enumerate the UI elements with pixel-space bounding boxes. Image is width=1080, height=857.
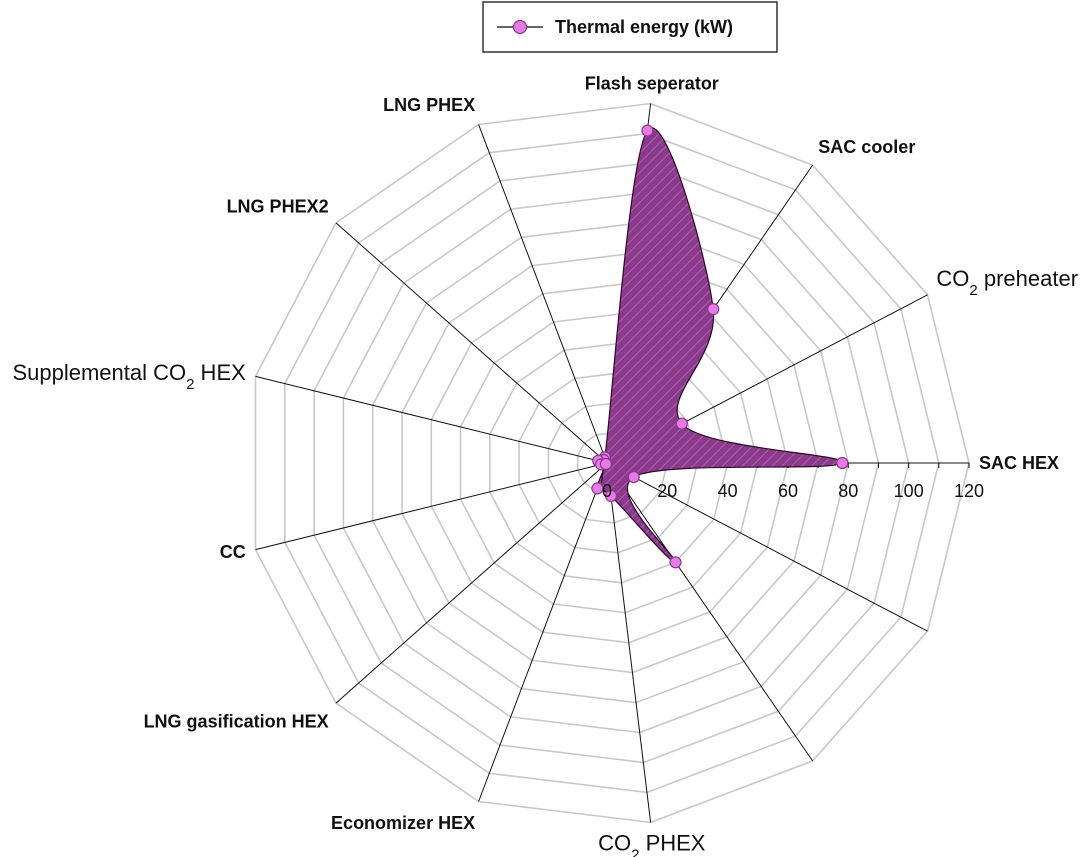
data-point-1 — [675, 417, 688, 430]
data-point-11 — [669, 556, 682, 569]
category-label-4: LNG PHEX — [383, 95, 475, 115]
category-label-5: LNG PHEX2 — [227, 196, 329, 216]
radial-tick-label-1: 20 — [657, 481, 677, 501]
grid-ring-12 — [254, 102, 970, 824]
category-label-6: Supplemental CO2 HEX — [12, 360, 246, 393]
category-labels: SAC HEX CO2 preheater SAC cooler Flash sepe… — [12, 74, 1078, 857]
data-point-10 — [604, 489, 618, 502]
axis-spoke-6 — [255, 375, 608, 464]
category-label-7: CC — [220, 542, 246, 562]
radial-tick-label-4: 80 — [838, 481, 858, 501]
radial-tick-labels: 0 20 40 60 80 100 120 — [602, 481, 984, 501]
data-point-8 — [599, 457, 613, 471]
legend: Thermal energy (kW) — [482, 1, 778, 53]
grid-ring-9 — [342, 192, 880, 734]
grid-ring-8 — [371, 222, 850, 704]
category-label-1: CO2 preheater — [936, 266, 1078, 299]
radial-tick-label-3: 60 — [778, 481, 798, 501]
category-label-8: LNG gasification HEX — [144, 712, 329, 732]
radial-tick-label-5: 100 — [894, 481, 924, 501]
category-label-2: SAC cooler — [818, 137, 915, 157]
category-label-0: SAC HEX — [979, 453, 1059, 473]
axis-spoke-12 — [606, 462, 928, 632]
axis-spoke-5 — [335, 222, 608, 464]
grid-ring-10 — [313, 162, 910, 764]
category-label-10: CO2 PHEX — [598, 830, 706, 857]
category-label-9: Economizer HEX — [331, 813, 475, 833]
data-point-12 — [627, 470, 640, 484]
axis-spoke-11 — [606, 462, 814, 762]
legend-label: Thermal energy (kW) — [555, 17, 733, 37]
axis-spoke-7 — [255, 462, 608, 551]
grid-ring-7 — [401, 252, 820, 674]
axis-spoke-9 — [478, 462, 608, 802]
data-point-0 — [836, 456, 849, 470]
grid-ring-11 — [283, 132, 940, 794]
series-marker-layer — [591, 124, 849, 569]
axis-spoke-10 — [606, 462, 652, 823]
data-point-3 — [641, 124, 654, 137]
axis-spoke-4 — [478, 124, 608, 464]
axis-spoke-8 — [335, 462, 608, 704]
radial-tick-label-6: 120 — [954, 481, 984, 501]
radial-tick-label-0: 0 — [602, 481, 612, 501]
legend-marker — [512, 19, 528, 35]
data-point-9 — [591, 482, 604, 495]
radial-tick-label-2: 40 — [718, 481, 738, 501]
category-label-3: Flash seperator — [585, 74, 719, 94]
data-point-2 — [707, 303, 720, 316]
